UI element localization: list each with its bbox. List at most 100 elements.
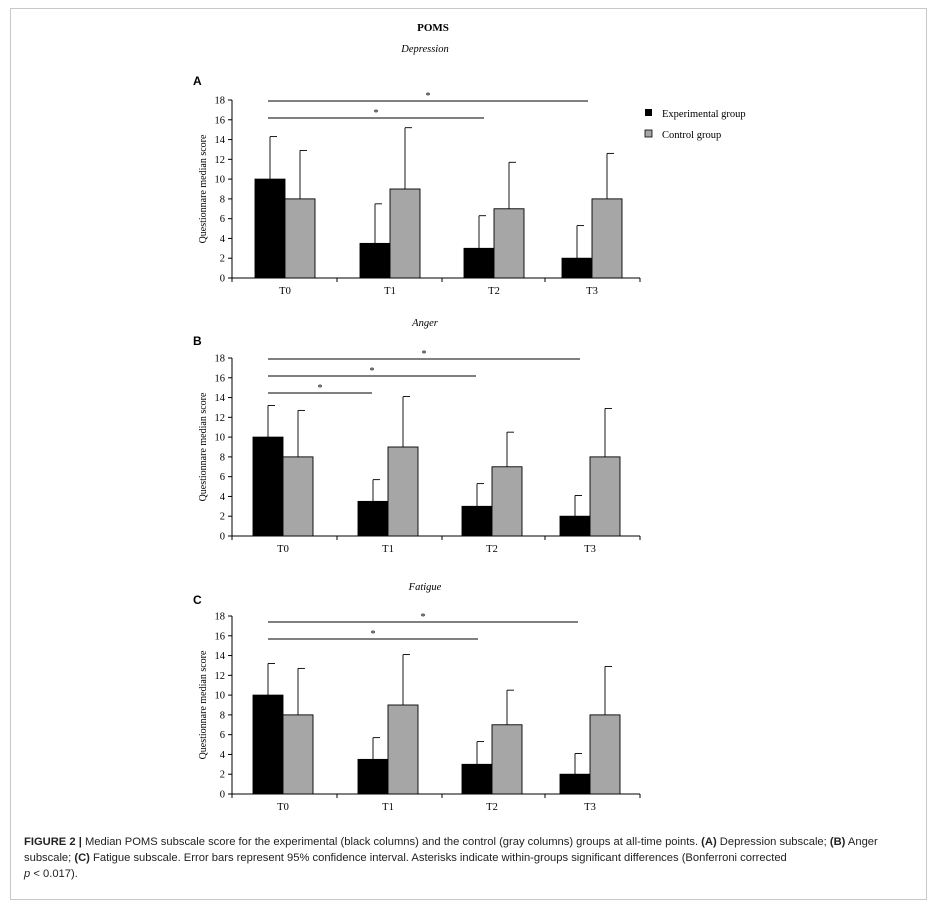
y-tick-label: 2 [220, 254, 225, 265]
bar-control-t0 [284, 198, 316, 279]
y-tick-label: 14 [215, 135, 226, 146]
y-tick-label: 16 [215, 631, 226, 642]
y-tick-label: 10 [215, 175, 226, 186]
significance-asterisk: * [318, 383, 323, 394]
caption-ref-c: (C) [74, 852, 90, 864]
bar-experimental-t0 [252, 694, 284, 795]
bar-experimental-t1 [357, 500, 389, 537]
bar-control-t1 [389, 188, 421, 279]
caption-text-2: Depression subscale; [716, 836, 830, 848]
panel-letter: B [193, 334, 202, 348]
significance-asterisk: * [422, 349, 427, 360]
y-tick-label: 12 [215, 413, 226, 424]
significance-asterisk: * [374, 108, 379, 119]
bar-control-t1 [387, 446, 419, 537]
figure-caption: FIGURE 2 | Median POMS subscale score fo… [24, 834, 914, 882]
caption-label: FIGURE 2 | [24, 836, 82, 848]
bar-experimental-t1 [359, 242, 391, 279]
x-tick-label: T1 [382, 802, 394, 813]
bar-control-t0 [282, 714, 314, 795]
y-tick-label: 0 [220, 532, 225, 543]
bar-control-t3 [591, 198, 623, 279]
y-tick-label: 14 [215, 651, 226, 662]
y-tick-label: 12 [215, 155, 226, 166]
x-tick-label: T3 [584, 544, 596, 555]
x-tick-label: T1 [382, 544, 394, 555]
bar-experimental-t0 [254, 178, 286, 279]
x-tick-label: T0 [277, 802, 289, 813]
y-tick-label: 10 [215, 433, 226, 444]
bar-control-t2 [493, 208, 525, 279]
x-tick-label: T2 [488, 286, 500, 297]
y-axis-label: Questionnare median score [198, 134, 209, 243]
x-tick-label: T2 [486, 544, 498, 555]
y-tick-label: 8 [220, 194, 225, 205]
bar-experimental-t3 [559, 515, 591, 537]
bar-control-t2 [491, 466, 523, 537]
panel-title: Anger [411, 318, 439, 329]
panel-letter: A [193, 74, 202, 88]
bar-control-t3 [589, 714, 621, 795]
legend: Experimental group Control group [644, 109, 746, 141]
bar-control-t0 [282, 456, 314, 537]
y-tick-label: 18 [215, 354, 226, 365]
bar-experimental-t2 [461, 763, 493, 795]
y-tick-label: 18 [215, 612, 226, 623]
x-tick-label: T2 [486, 802, 498, 813]
legend-swatch-experimental [645, 109, 652, 116]
y-tick-label: 6 [220, 472, 225, 483]
y-tick-label: 16 [215, 373, 226, 384]
y-tick-label: 12 [215, 671, 226, 682]
bar-experimental-t1 [357, 758, 389, 795]
panel-a: Depression A Questionnare median score 0 2 4 6… [193, 44, 641, 297]
figure-title: POMS [417, 22, 449, 34]
y-tick-label: 4 [220, 234, 226, 245]
panel-c: Fatigue C Questionnare median score 0 2 4 6 8 10… [193, 582, 641, 813]
y-tick-label: 2 [220, 770, 225, 781]
bar-experimental-t3 [559, 773, 591, 795]
y-tick-label: 0 [220, 790, 225, 801]
x-tick-label: T1 [384, 286, 396, 297]
bar-experimental-t3 [561, 257, 593, 279]
figure-frame [10, 8, 927, 900]
y-tick-label: 6 [220, 214, 225, 225]
bar-control-t1 [387, 704, 419, 795]
y-tick-label: 16 [215, 115, 226, 126]
y-tick-label: 14 [215, 393, 226, 404]
legend-label-experimental: Experimental group [662, 109, 746, 120]
y-tick-label: 10 [215, 691, 226, 702]
significance-asterisk: * [370, 366, 375, 377]
caption-text-5: < 0.017). [30, 868, 78, 880]
x-tick-label: T0 [277, 544, 289, 555]
y-tick-label: 8 [220, 452, 225, 463]
x-tick-label: T3 [584, 802, 596, 813]
significance-asterisk: * [426, 91, 431, 102]
caption-text-3: Anger subscale; [24, 836, 878, 864]
panel-title: Fatigue [408, 582, 442, 593]
caption-text-1: Median POMS subscale score for the exper… [81, 836, 702, 848]
y-axis-label: Questionnare median score [198, 392, 209, 501]
y-tick-label: 4 [220, 492, 226, 503]
panel-title: Depression [400, 44, 448, 55]
panel-b: Anger B Questionnare median score 0 2 4 6 8 10 12… [193, 318, 641, 555]
bar-control-t3 [589, 456, 621, 537]
y-axis-label: Questionnare median score [198, 650, 209, 759]
legend-label-control: Control group [662, 130, 721, 141]
bar-experimental-t0 [252, 436, 284, 537]
y-tick-label: 18 [215, 96, 226, 107]
y-tick-label: 8 [220, 710, 225, 721]
y-tick-label: 6 [220, 730, 225, 741]
caption-text-4: Fatigue subscale. Error bars represent 9… [89, 852, 787, 864]
x-tick-label: T3 [586, 286, 598, 297]
caption-ref-b: (B) [829, 836, 846, 848]
bar-experimental-t2 [463, 247, 495, 279]
x-tick-label: T0 [279, 286, 291, 297]
y-tick-label: 4 [220, 750, 226, 761]
caption-ref-a: (A) [701, 836, 717, 848]
bar-experimental-t2 [461, 505, 493, 537]
bar-control-t2 [491, 724, 523, 795]
y-tick-label: 2 [220, 512, 225, 523]
poms-figure: POMS Experimental group Control group De… [193, 22, 746, 813]
significance-asterisk: * [371, 629, 376, 640]
legend-swatch-control [644, 129, 653, 138]
